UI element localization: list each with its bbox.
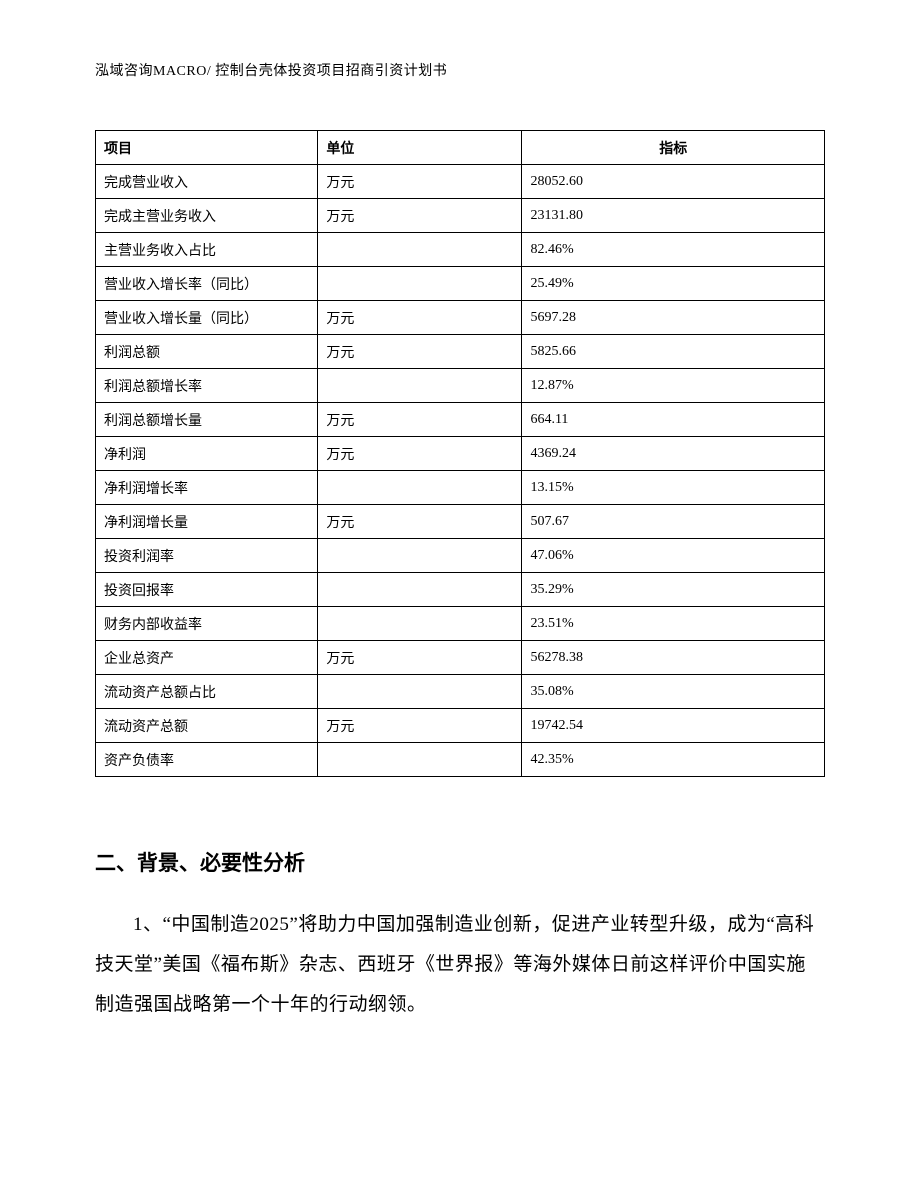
- page-header: 泓域咨询MACRO/ 控制台壳体投资项目招商引资计划书: [95, 60, 825, 80]
- table-header-row: 项目 单位 指标: [96, 131, 825, 165]
- cell-item: 利润总额: [96, 335, 318, 369]
- cell-unit: [318, 573, 522, 607]
- cell-value: 42.35%: [522, 743, 825, 777]
- table-row: 投资利润率 47.06%: [96, 539, 825, 573]
- cell-value: 5825.66: [522, 335, 825, 369]
- cell-item: 营业收入增长率（同比）: [96, 267, 318, 301]
- cell-unit: [318, 369, 522, 403]
- table-row: 利润总额 万元 5825.66: [96, 335, 825, 369]
- cell-item: 投资利润率: [96, 539, 318, 573]
- cell-unit: 万元: [318, 335, 522, 369]
- cell-unit: [318, 675, 522, 709]
- cell-value: 664.11: [522, 403, 825, 437]
- cell-item: 净利润: [96, 437, 318, 471]
- cell-unit: 万元: [318, 641, 522, 675]
- table-row: 完成主营业务收入 万元 23131.80: [96, 199, 825, 233]
- table-row: 净利润增长量 万元 507.67: [96, 505, 825, 539]
- cell-value: 82.46%: [522, 233, 825, 267]
- cell-unit: 万元: [318, 505, 522, 539]
- col-header-value: 指标: [522, 131, 825, 165]
- cell-unit: [318, 471, 522, 505]
- table-row: 主营业务收入占比 82.46%: [96, 233, 825, 267]
- cell-value: 35.08%: [522, 675, 825, 709]
- table-row: 净利润 万元 4369.24: [96, 437, 825, 471]
- cell-value: 507.67: [522, 505, 825, 539]
- table-body: 完成营业收入 万元 28052.60 完成主营业务收入 万元 23131.80 …: [96, 165, 825, 777]
- cell-item: 流动资产总额: [96, 709, 318, 743]
- cell-item: 净利润增长量: [96, 505, 318, 539]
- cell-item: 企业总资产: [96, 641, 318, 675]
- table-row: 营业收入增长量（同比） 万元 5697.28: [96, 301, 825, 335]
- cell-unit: 万元: [318, 199, 522, 233]
- cell-unit: [318, 607, 522, 641]
- cell-unit: 万元: [318, 437, 522, 471]
- col-header-item: 项目: [96, 131, 318, 165]
- table-row: 净利润增长率 13.15%: [96, 471, 825, 505]
- cell-value: 25.49%: [522, 267, 825, 301]
- cell-value: 19742.54: [522, 709, 825, 743]
- cell-value: 12.87%: [522, 369, 825, 403]
- section-heading: 二、背景、必要性分析: [95, 847, 825, 877]
- cell-item: 利润总额增长率: [96, 369, 318, 403]
- cell-item: 主营业务收入占比: [96, 233, 318, 267]
- cell-value: 23131.80: [522, 199, 825, 233]
- cell-value: 13.15%: [522, 471, 825, 505]
- cell-value: 56278.38: [522, 641, 825, 675]
- cell-unit: [318, 267, 522, 301]
- table-row: 流动资产总额占比 35.08%: [96, 675, 825, 709]
- table-row: 利润总额增长量 万元 664.11: [96, 403, 825, 437]
- cell-value: 28052.60: [522, 165, 825, 199]
- cell-item: 利润总额增长量: [96, 403, 318, 437]
- cell-item: 投资回报率: [96, 573, 318, 607]
- cell-item: 流动资产总额占比: [96, 675, 318, 709]
- cell-unit: [318, 743, 522, 777]
- col-header-unit: 单位: [318, 131, 522, 165]
- table-row: 资产负债率 42.35%: [96, 743, 825, 777]
- table-row: 流动资产总额 万元 19742.54: [96, 709, 825, 743]
- header-text: 泓域咨询MACRO/ 控制台壳体投资项目招商引资计划书: [95, 64, 447, 79]
- cell-value: 35.29%: [522, 573, 825, 607]
- cell-unit: [318, 233, 522, 267]
- cell-unit: 万元: [318, 165, 522, 199]
- cell-value: 47.06%: [522, 539, 825, 573]
- table-row: 营业收入增长率（同比） 25.49%: [96, 267, 825, 301]
- table-row: 完成营业收入 万元 28052.60: [96, 165, 825, 199]
- cell-item: 完成主营业务收入: [96, 199, 318, 233]
- cell-item: 净利润增长率: [96, 471, 318, 505]
- table-row: 企业总资产 万元 56278.38: [96, 641, 825, 675]
- cell-item: 完成营业收入: [96, 165, 318, 199]
- cell-value: 5697.28: [522, 301, 825, 335]
- table-row: 财务内部收益率 23.51%: [96, 607, 825, 641]
- cell-unit: [318, 539, 522, 573]
- table-row: 投资回报率 35.29%: [96, 573, 825, 607]
- cell-item: 资产负债率: [96, 743, 318, 777]
- cell-unit: 万元: [318, 403, 522, 437]
- cell-value: 23.51%: [522, 607, 825, 641]
- cell-item: 营业收入增长量（同比）: [96, 301, 318, 335]
- cell-unit: 万元: [318, 301, 522, 335]
- cell-unit: 万元: [318, 709, 522, 743]
- financial-indicators-table: 项目 单位 指标 完成营业收入 万元 28052.60 完成主营业务收入 万元 …: [95, 130, 825, 777]
- table-row: 利润总额增长率 12.87%: [96, 369, 825, 403]
- document-page: 泓域咨询MACRO/ 控制台壳体投资项目招商引资计划书 项目 单位 指标 完成营…: [0, 0, 920, 1191]
- cell-value: 4369.24: [522, 437, 825, 471]
- cell-item: 财务内部收益率: [96, 607, 318, 641]
- section-paragraph: 1、“中国制造2025”将助力中国加强制造业创新，促进产业转型升级，成为“高科技…: [95, 905, 825, 1025]
